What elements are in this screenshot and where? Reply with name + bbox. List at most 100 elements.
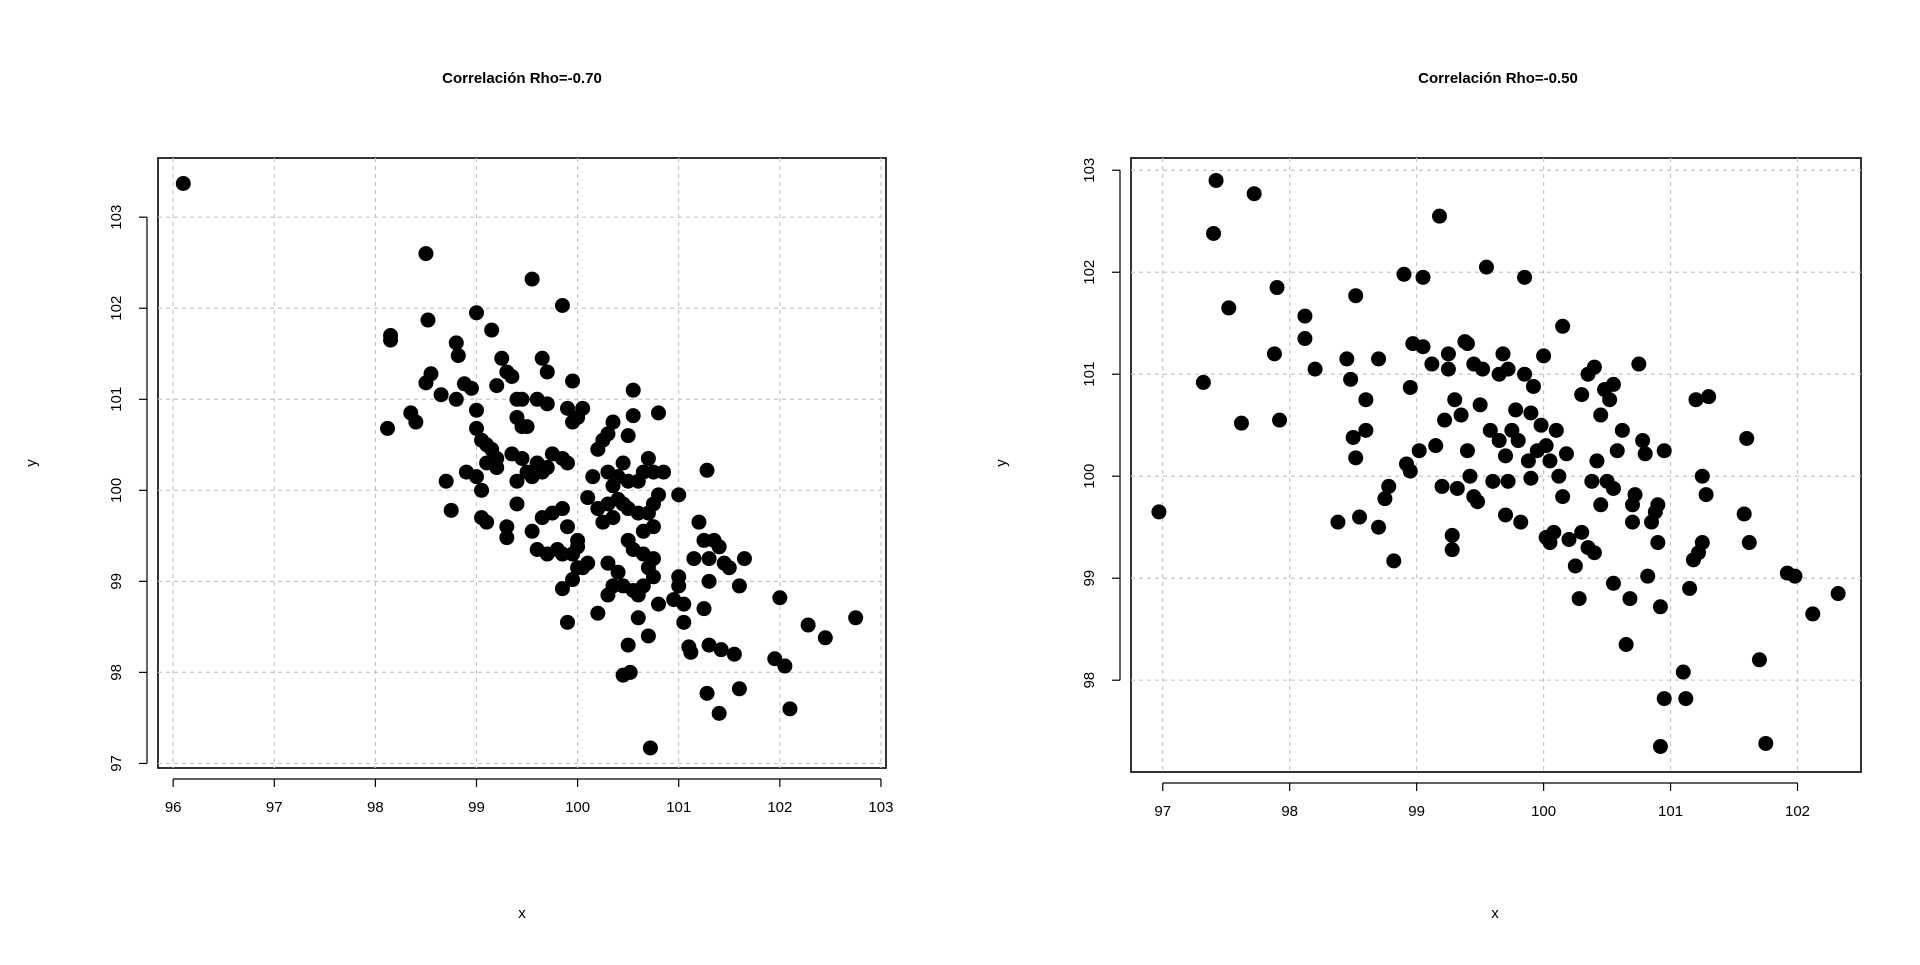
data-point — [499, 530, 515, 546]
y-tick-label: 100 — [1081, 464, 1098, 489]
y-tick-label: 99 — [1081, 570, 1098, 587]
data-point — [1675, 664, 1691, 680]
y-tick-label: 100 — [108, 478, 125, 503]
data-point — [782, 701, 798, 717]
y-tick-label: 101 — [1081, 362, 1098, 387]
data-point — [1682, 580, 1698, 596]
data-point — [433, 387, 449, 403]
data-point — [731, 578, 747, 594]
y-tick-label: 101 — [108, 387, 125, 412]
data-point — [610, 564, 626, 580]
data-point — [1453, 407, 1469, 423]
data-point — [175, 175, 191, 191]
data-point — [622, 664, 638, 680]
data-point — [1266, 346, 1282, 362]
data-point — [499, 519, 515, 535]
data-point — [1548, 422, 1564, 438]
data-point — [1402, 463, 1418, 479]
y-tick-label: 97 — [108, 755, 125, 772]
data-point — [514, 450, 530, 466]
data-point — [1631, 356, 1647, 372]
data-point — [539, 396, 555, 412]
data-point — [671, 569, 687, 585]
data-point — [1208, 172, 1224, 188]
data-point — [1698, 487, 1714, 503]
data-point — [1297, 331, 1313, 347]
data-point — [1656, 443, 1672, 459]
data-point — [1561, 531, 1577, 547]
data-point — [560, 455, 575, 471]
data-point — [777, 658, 793, 674]
data-point — [420, 312, 436, 328]
x-axis: 96 97 98 99 100 101 102 103 — [165, 778, 893, 816]
data-point — [418, 375, 434, 391]
data-point — [479, 514, 495, 530]
data-point — [539, 364, 555, 380]
data-point — [1221, 300, 1237, 316]
data-point — [640, 628, 656, 644]
data-point — [1542, 453, 1558, 469]
data-point — [1736, 506, 1752, 522]
x-tick-label: 102 — [767, 799, 792, 816]
data-point — [469, 469, 484, 485]
panel-title: Correlación Rho=-0.70 — [442, 70, 602, 87]
data-point — [1402, 379, 1418, 395]
y-tick-label: 103 — [108, 205, 125, 230]
data-point — [463, 380, 479, 396]
data-point — [1635, 433, 1651, 449]
data-point — [1352, 509, 1368, 525]
data-point — [1459, 336, 1475, 352]
data-point — [474, 482, 490, 498]
panel-title: Correlación Rho=-0.50 — [1418, 70, 1578, 87]
data-point — [699, 462, 715, 478]
data-points — [1151, 172, 1846, 755]
data-point — [605, 510, 621, 526]
data-point — [1444, 527, 1460, 543]
data-point — [539, 546, 555, 562]
data-point — [1348, 288, 1364, 304]
x-tick-label: 101 — [1658, 803, 1683, 820]
data-point — [489, 378, 505, 394]
data-point — [1640, 568, 1656, 584]
data-point — [1411, 443, 1427, 459]
data-point — [1472, 397, 1488, 413]
data-point — [1339, 351, 1355, 367]
data-point — [1605, 575, 1621, 591]
plot-frame — [157, 157, 887, 769]
data-point — [469, 402, 484, 418]
data-point — [1751, 652, 1767, 668]
data-point — [1437, 412, 1453, 428]
data-point — [494, 350, 510, 366]
data-point — [701, 551, 717, 567]
data-point — [1297, 308, 1313, 324]
data-point — [1694, 535, 1710, 551]
data-point — [1517, 366, 1533, 382]
data-point — [1605, 480, 1621, 496]
data-point — [1358, 422, 1374, 438]
data-point — [625, 382, 641, 398]
data-point — [565, 414, 581, 430]
data-point — [1652, 599, 1668, 615]
data-point — [1650, 535, 1666, 551]
data-point — [1307, 361, 1323, 377]
data-point — [1787, 568, 1803, 584]
data-point — [1498, 448, 1514, 464]
data-point — [701, 637, 717, 653]
data-point — [1508, 402, 1524, 418]
grid-lines — [158, 158, 886, 768]
data-point — [642, 740, 658, 756]
data-point — [1593, 497, 1609, 513]
data-point — [640, 450, 656, 466]
data-point — [1432, 208, 1448, 224]
x-tick-label: 99 — [1408, 803, 1425, 820]
data-point — [1475, 361, 1491, 377]
data-point — [443, 502, 459, 518]
data-point — [514, 391, 530, 407]
data-point — [469, 305, 484, 321]
data-point — [656, 464, 672, 480]
data-point — [1415, 339, 1431, 355]
data-point — [1272, 412, 1288, 428]
data-point — [686, 551, 702, 567]
